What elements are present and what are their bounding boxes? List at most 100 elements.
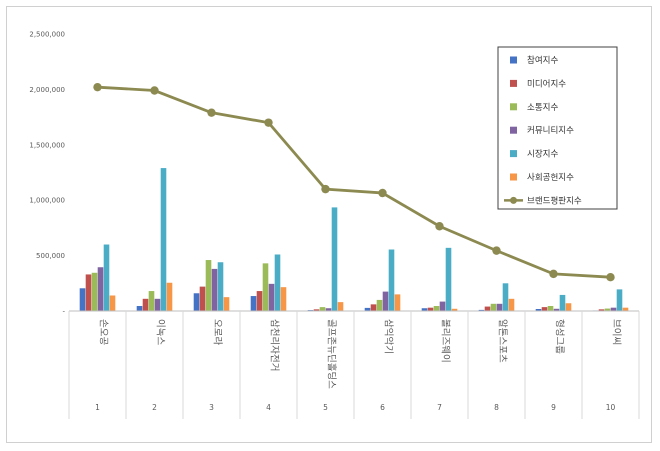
bar-series-group	[79, 168, 629, 311]
bar	[394, 294, 401, 311]
legend-label: 시장지수	[527, 149, 558, 160]
x-category-label: 손오공	[98, 319, 109, 345]
line-point	[549, 269, 558, 279]
x-category-label: 볼리즈웨이	[440, 319, 452, 363]
bar	[616, 289, 623, 311]
bar	[280, 287, 287, 311]
bar	[337, 302, 344, 311]
bar	[439, 301, 446, 311]
line-point	[378, 188, 387, 198]
bar	[79, 288, 86, 311]
line-point	[606, 273, 615, 282]
x-rank-label: 3	[209, 403, 214, 412]
bar	[535, 309, 542, 311]
bar	[496, 303, 503, 311]
bar	[274, 254, 281, 311]
bar	[478, 309, 485, 311]
y-axis: - 500,000 1,000,000 1,500,000 2,000,000 2,500…	[29, 31, 65, 316]
bar	[610, 307, 617, 311]
bar	[199, 286, 206, 311]
bar	[484, 306, 491, 311]
bar	[313, 309, 320, 311]
bar	[166, 282, 173, 311]
x-rank-label: 8	[494, 403, 499, 412]
line-point	[264, 118, 273, 127]
bar	[376, 299, 383, 311]
x-category-label: 브이씨	[611, 319, 622, 345]
bar	[268, 283, 275, 311]
x-rank-label: 9	[551, 403, 556, 412]
x-category-label: 삼천리자전거	[269, 319, 280, 371]
bar	[565, 303, 572, 311]
bar	[541, 307, 548, 311]
legend-label: 커뮤니티지수	[527, 125, 574, 136]
y-tick-label: 2,500,000	[29, 31, 65, 39]
bar	[85, 274, 92, 311]
x-rank-label: 10	[606, 403, 616, 412]
brand-reputation-chart: - 500,000 1,000,000 1,500,000 2,000,000 2,500…	[29, 31, 640, 419]
bar	[622, 307, 629, 311]
bar	[331, 207, 338, 311]
legend-label: 참여지수	[527, 55, 558, 66]
bar	[451, 308, 458, 311]
legend-swatch	[510, 56, 517, 64]
y-tick-label: 500,000	[36, 252, 65, 260]
x-rank-label: 7	[437, 403, 442, 412]
bar	[421, 308, 428, 311]
legend-swatch	[510, 150, 517, 158]
bar	[103, 244, 110, 311]
legend-swatch	[510, 79, 517, 87]
bar	[136, 306, 143, 311]
bar	[205, 260, 212, 311]
x-axis: 손오공 1 이녹스 2 오로라 3 삼천리자전거 4 골프존뉴딘홀딩스 5 삼익악기 6 볼리즈웨이 7 알…	[68, 310, 640, 419]
line-point	[150, 86, 159, 95]
bar	[148, 291, 155, 311]
legend-label: 미디어지수	[527, 78, 566, 89]
y-tick-label: 2,000,000	[29, 86, 65, 94]
legend-label: 사회공헌지수	[527, 173, 574, 183]
bar	[262, 263, 269, 311]
line-point	[93, 82, 102, 92]
bar	[109, 295, 116, 311]
bar	[160, 168, 167, 311]
legend-swatch	[510, 103, 517, 111]
bar	[193, 293, 200, 311]
bar	[553, 308, 560, 311]
x-rank-label: 1	[95, 403, 100, 412]
bar	[154, 298, 161, 311]
x-rank-label: 2	[152, 403, 157, 412]
chart-frame: - 500,000 1,000,000 1,500,000 2,000,000 2,500…	[6, 6, 652, 443]
bar	[388, 249, 395, 311]
bar	[256, 291, 263, 311]
bar	[433, 306, 440, 311]
bar	[559, 294, 566, 311]
bar	[217, 262, 224, 311]
x-category-label: 오로라	[212, 319, 223, 345]
bar	[223, 297, 230, 311]
legend-swatch	[510, 126, 517, 134]
bar	[427, 307, 434, 311]
bar	[547, 306, 554, 311]
bar	[211, 268, 218, 311]
x-category-label: 이녹스	[155, 319, 166, 345]
line-point	[492, 246, 501, 255]
legend-swatch	[510, 173, 517, 181]
x-category-label: 골프존뉴딘홀딩스	[326, 319, 338, 389]
x-rank-label: 5	[323, 403, 328, 412]
line-path	[97, 85, 611, 279]
legend-line-marker	[510, 196, 517, 204]
y-tick-label: -	[62, 308, 65, 316]
legend-label: 브랜드평판지수	[527, 195, 582, 206]
bar	[364, 307, 371, 311]
x-rank-label: 6	[380, 403, 385, 412]
bar	[604, 308, 611, 311]
y-tick-label: 1,000,000	[29, 197, 65, 205]
line-point	[207, 108, 216, 117]
bar	[502, 283, 509, 311]
bar	[91, 272, 98, 311]
bar	[490, 303, 497, 311]
legend-box	[497, 46, 618, 210]
line-point	[321, 184, 330, 194]
x-category-label: 알톤스포츠	[497, 319, 508, 363]
